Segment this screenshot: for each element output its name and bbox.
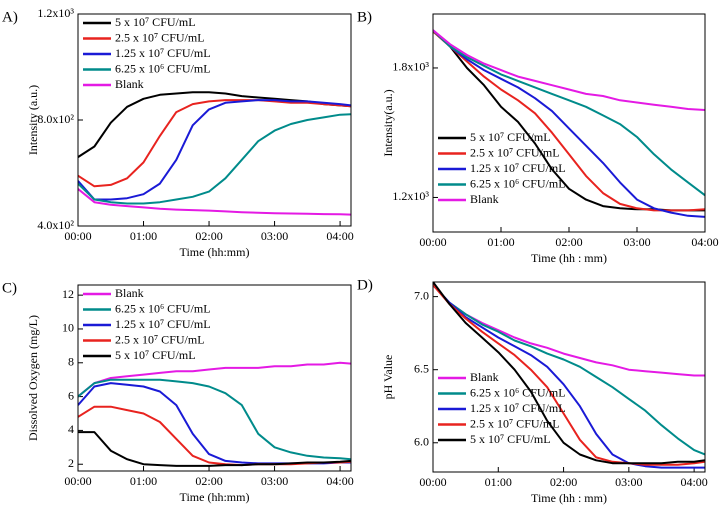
y-tick-label: 12	[62, 287, 74, 301]
data-line	[78, 99, 351, 188]
data-line	[78, 188, 351, 216]
legend-label: 5 x 10⁷ CFU/mL	[470, 130, 551, 144]
x-tick-label: 00:00	[419, 475, 446, 489]
legend-label: Blank	[115, 286, 144, 300]
y-axis-label: pH Value	[381, 355, 395, 400]
y-tick-label: 1.8x10³	[392, 60, 429, 74]
x-tick-label: 01:00	[130, 474, 157, 488]
y-tick-label: 10	[62, 321, 74, 335]
data-line	[78, 99, 351, 201]
y-tick-label: 7.0	[414, 288, 429, 302]
y-tick-label: 4.0x10²	[37, 218, 74, 232]
x-tick-label: 04:00	[691, 235, 718, 249]
legend-label: 5 x 10⁷ CFU/mL	[115, 15, 196, 29]
x-tick-label: 04:00	[326, 229, 353, 243]
panel-label: C)	[2, 280, 17, 296]
x-tick-label: 04:00	[326, 474, 353, 488]
plot-frame	[432, 281, 706, 473]
y-axis-label: Intensity(a.u.)	[381, 89, 395, 156]
data-line	[433, 282, 705, 465]
x-axis-label: Time (hh : mm)	[531, 491, 607, 505]
data-line	[433, 29, 705, 218]
y-tick-label: 1.2x10³	[37, 6, 74, 20]
x-tick-label: 02:00	[195, 474, 222, 488]
x-tick-label: 02:00	[195, 229, 222, 243]
x-tick-label: 03:00	[261, 229, 288, 243]
x-tick-label: 03:00	[261, 474, 288, 488]
legend-label: 2.5 x 10⁷ CFU/mL	[470, 416, 560, 430]
data-line	[433, 284, 705, 469]
plot-frame	[77, 284, 352, 472]
data-line	[78, 378, 351, 461]
data-line	[433, 29, 705, 197]
data-line	[78, 361, 351, 398]
x-tick-label: 04:00	[680, 475, 707, 489]
legend-label: Blank	[115, 77, 144, 91]
x-tick-label: 00:00	[64, 474, 91, 488]
x-axis-label: Time (hh : mm)	[531, 251, 607, 265]
y-tick-label: 2	[68, 456, 74, 470]
y-axis-label: Intensity (a.u.)	[26, 85, 40, 155]
x-tick-label: 00:00	[419, 235, 446, 249]
data-line	[433, 284, 705, 466]
legend-label: 1.25 x 10⁷ CFU/mL	[470, 161, 566, 175]
data-line	[78, 431, 351, 467]
x-tick-label: 02:00	[555, 235, 582, 249]
x-axis-label: Time (hh:mm)	[180, 490, 250, 504]
y-tick-label: 6.0	[414, 435, 429, 449]
y-tick-label: 6.5	[414, 361, 429, 375]
data-line	[433, 284, 705, 456]
x-tick-label: 01:00	[485, 475, 512, 489]
legend-label: 6.25 x 10⁶ CFU/mL	[115, 301, 211, 315]
legend-label: 1.25 x 10⁷ CFU/mL	[115, 46, 211, 60]
y-tick-label: 4	[68, 422, 74, 436]
y-tick-label: 8.0x10²	[37, 112, 74, 126]
legend-label: 5 x 10⁷ CFU/mL	[115, 348, 196, 362]
panel-label: A)	[2, 9, 18, 25]
legend-label: 2.5 x 10⁷ CFU/mL	[115, 30, 205, 44]
x-tick-label: 02:00	[550, 475, 577, 489]
plot-frame	[77, 13, 352, 227]
data-line	[433, 284, 705, 377]
legend-label: 1.25 x 10⁷ CFU/mL	[470, 401, 566, 415]
legend-label: 1.25 x 10⁷ CFU/mL	[115, 317, 211, 331]
plot-frame	[432, 13, 706, 233]
x-tick-label: 03:00	[615, 475, 642, 489]
x-tick-label: 00:00	[64, 229, 91, 243]
data-line	[78, 113, 351, 205]
legend-label: 5 x 10⁷ CFU/mL	[470, 432, 551, 446]
legend-label: 6.25 x 10⁶ CFU/mL	[470, 385, 566, 399]
legend-label: 2.5 x 10⁷ CFU/mL	[470, 145, 560, 159]
panel-label: B)	[357, 9, 372, 25]
legend-label: Blank	[470, 192, 499, 206]
legend-label: Blank	[470, 370, 499, 384]
panel-label: D)	[357, 277, 373, 293]
y-axis-label: Dissolved Oxygen (mg/L)	[26, 315, 40, 441]
data-line	[433, 29, 705, 111]
legend-label: 2.5 x 10⁷ CFU/mL	[115, 332, 205, 346]
y-tick-label: 8	[68, 355, 74, 369]
legend-label: 6.25 x 10⁶ CFU/mL	[470, 176, 566, 190]
x-tick-label: 01:00	[130, 229, 157, 243]
data-line	[78, 382, 351, 465]
x-tick-label: 03:00	[623, 235, 650, 249]
y-tick-label: 6	[68, 388, 74, 402]
legend-label: 6.25 x 10⁶ CFU/mL	[115, 61, 211, 75]
y-tick-label: 1.2x10³	[392, 189, 429, 203]
x-axis-label: Time (hh:mm)	[180, 245, 250, 259]
x-tick-label: 01:00	[487, 235, 514, 249]
